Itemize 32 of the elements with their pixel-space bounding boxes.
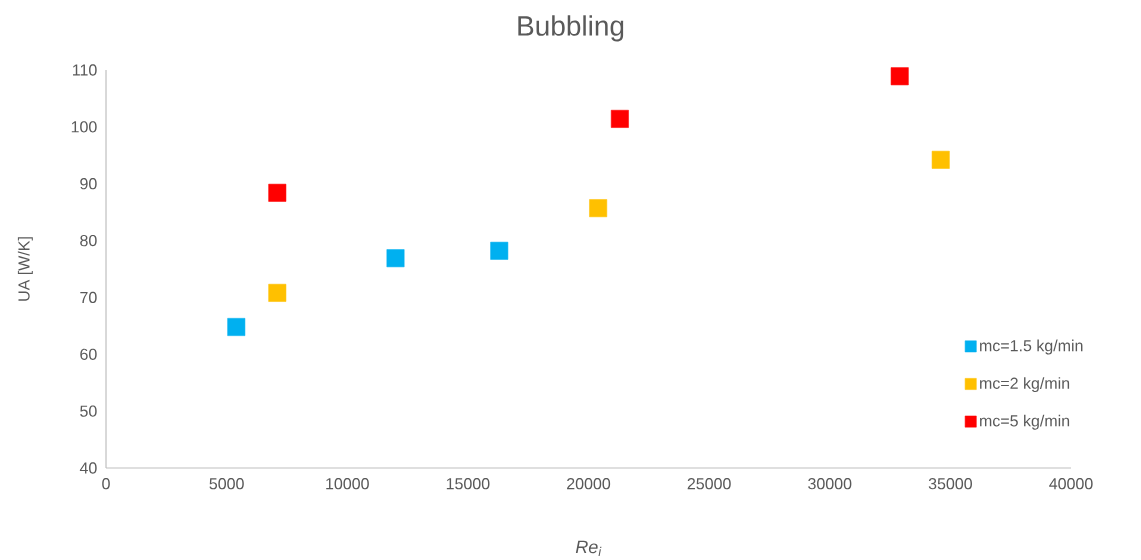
y-tick-label: 80 xyxy=(80,234,97,247)
x-tick-label: 5000 xyxy=(209,477,244,490)
x-tick-label: 40000 xyxy=(1049,477,1093,490)
legend-label: mc=2 kg/min xyxy=(980,376,1070,392)
x-tick-label: 0 xyxy=(102,477,110,490)
x-tick-label: 35000 xyxy=(928,477,972,490)
point xyxy=(386,249,405,267)
point xyxy=(227,317,246,336)
point xyxy=(268,183,287,202)
y-tick-label: 70 xyxy=(80,291,97,303)
point xyxy=(589,199,608,217)
legend-label: mc=5 kg/min xyxy=(980,414,1070,430)
x-axis-title: Re$_{i}$ xyxy=(575,540,602,556)
point xyxy=(490,241,509,260)
x-tick-label: 15000 xyxy=(446,477,490,490)
point xyxy=(268,283,287,302)
point xyxy=(931,150,950,169)
x-tick-label: 20000 xyxy=(567,477,611,490)
legend-label: mc=1.5 kg/min xyxy=(980,339,1083,355)
x-tick-label: 25000 xyxy=(687,477,731,490)
y-tick-label: 110 xyxy=(73,64,97,76)
y-axis-title: UA [W/K] xyxy=(17,237,33,301)
y-tick-label: 90 xyxy=(80,177,97,190)
y-tick-label: 100 xyxy=(71,121,97,133)
point xyxy=(890,67,909,85)
x-tick-label: 30000 xyxy=(808,477,852,490)
y-tick-label: 50 xyxy=(80,405,97,417)
point xyxy=(610,109,629,128)
y-tick-label: 60 xyxy=(80,348,97,360)
x-tick-label: 10000 xyxy=(326,477,369,490)
y-tick-label: 40 xyxy=(79,462,97,474)
chart-title: Bubbling xyxy=(518,15,624,42)
